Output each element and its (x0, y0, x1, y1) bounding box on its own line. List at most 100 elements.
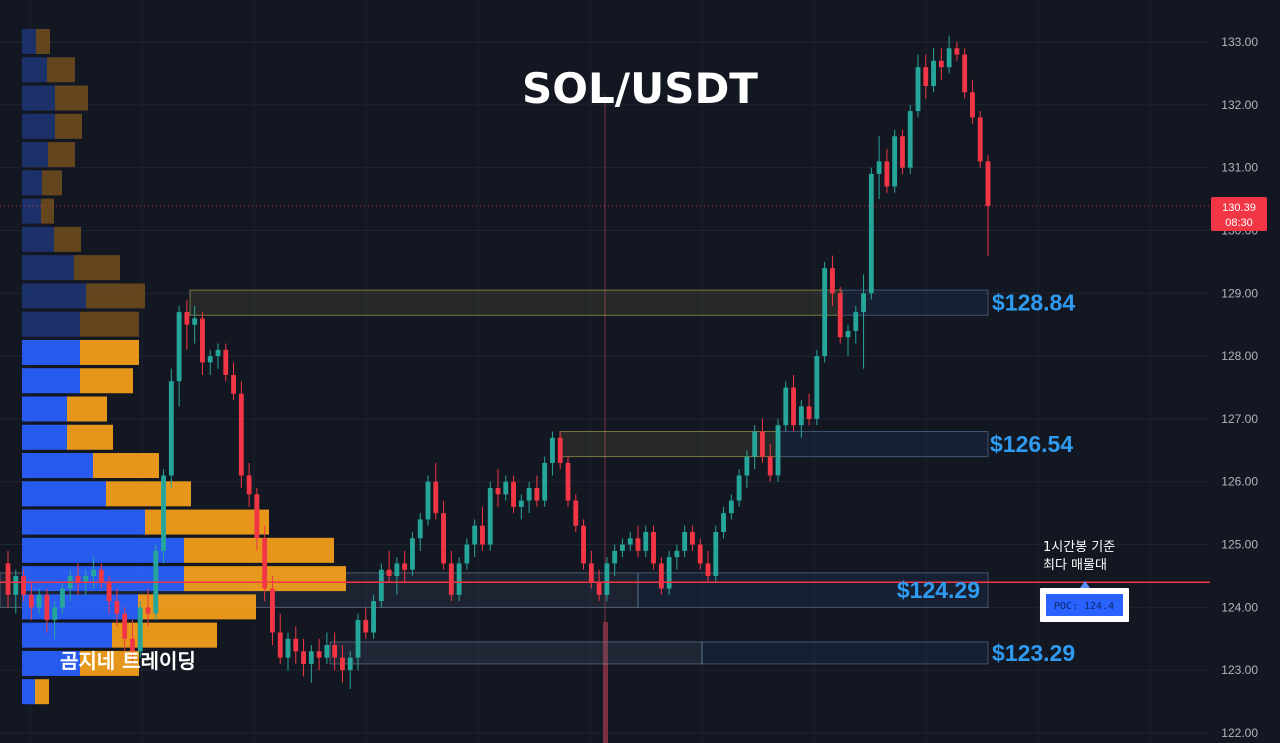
candle-body (822, 268, 828, 357)
candle-body (106, 582, 112, 602)
candle-body (417, 519, 423, 539)
candle-body (915, 67, 921, 112)
candle-body (977, 117, 983, 162)
volume-profile-sell-bar (41, 198, 54, 224)
price-axis-tick: 125.00 (1221, 538, 1258, 552)
candle-body (705, 563, 711, 576)
candle-body (308, 651, 314, 664)
candle-body (892, 136, 898, 187)
current-price-value: 130.39 (1222, 202, 1256, 214)
price-axis-tick: 127.00 (1221, 412, 1258, 426)
annotation-line-2: 최다 매물대 (1043, 558, 1107, 573)
candle-body (301, 651, 306, 664)
candle-body (75, 575, 81, 583)
candle-body (542, 462, 548, 501)
price-axis-tick: 133.00 (1221, 35, 1258, 49)
candle-body (596, 582, 602, 595)
candle-body (21, 575, 26, 595)
volume-profile-sell-bar (80, 650, 139, 676)
candle-body (324, 645, 330, 658)
candle-body (837, 293, 843, 338)
candle-body (448, 563, 454, 595)
level-label: $124.29 (897, 577, 980, 603)
candle-body (946, 48, 952, 68)
candle-body (760, 431, 765, 457)
candle-body (200, 318, 205, 363)
candle-body (472, 525, 478, 545)
level-label: $126.54 (990, 431, 1073, 457)
volume-profile-buy-bar (22, 198, 41, 224)
candle-body (853, 312, 859, 331)
volume-profile-sell-bar (47, 57, 75, 83)
volume-profile-sell-bar (54, 226, 81, 252)
volume-profile-buy-bar (22, 537, 184, 563)
candle-body (931, 60, 936, 86)
volume-profile-sell-bar (67, 424, 113, 450)
candle-body (635, 538, 641, 551)
candle-body (798, 406, 804, 426)
candle-body (806, 406, 812, 419)
volume-profile-sell-bar (55, 85, 88, 111)
level-zone-extension (779, 430, 989, 458)
volume-profile-buy-bar (22, 509, 145, 535)
candle-body (503, 481, 509, 495)
poc-badge-text: POC: 124.4 (1054, 601, 1114, 612)
candle-body (52, 607, 58, 620)
candle-body (612, 550, 618, 564)
volume-profile-buy-bar (22, 368, 80, 394)
candle-body (340, 657, 345, 671)
candle-body (91, 569, 96, 576)
price-axis-tick: 124.00 (1221, 600, 1258, 614)
volume-profile-buy-bar (22, 650, 80, 676)
candle-body (721, 513, 726, 532)
volume-profile-buy-bar (22, 622, 112, 648)
candle-body (332, 645, 338, 658)
candle-body (184, 312, 190, 325)
candle-body (588, 563, 594, 583)
candle-body (277, 632, 283, 658)
candle-body (44, 594, 50, 620)
candle-body (262, 538, 268, 589)
current-price-tag (1211, 196, 1267, 231)
candle-body (316, 651, 322, 658)
candle-body (254, 494, 260, 539)
volume-profile-sell-bar (106, 481, 191, 507)
volume-profile-sell-bar (74, 255, 120, 281)
volume-profile-buy-bar (22, 311, 80, 337)
candle-body (511, 481, 516, 507)
annotation-line-1: 1시간봉 기준 (1043, 540, 1115, 555)
candle-body (884, 161, 890, 187)
volume-profile-buy-bar (22, 339, 80, 365)
candle-body (736, 475, 742, 501)
crosshair-volume-bar (603, 622, 608, 743)
volume-profile-buy-bar (22, 679, 35, 705)
candle-body (651, 531, 656, 564)
candle-body (13, 575, 19, 595)
volume-profile-sell-bar (112, 622, 217, 648)
candle-body (534, 488, 540, 501)
candle-body (371, 601, 376, 633)
candle-body (573, 500, 579, 526)
candle-body (285, 638, 291, 658)
volume-profile-sell-bar (55, 113, 82, 139)
volume-profile-sell-bar (67, 396, 107, 422)
candle-body (192, 318, 198, 325)
candle-body (565, 462, 571, 501)
level-label: $123.29 (992, 640, 1075, 666)
candle-body (970, 92, 975, 118)
volume-profile-buy-bar (22, 170, 42, 196)
candle-body (122, 613, 128, 639)
volume-profile-buy-bar (22, 453, 93, 479)
annotation-pointer (1080, 581, 1090, 588)
candle-body (495, 488, 501, 495)
candle-body (386, 569, 392, 576)
volume-profile-sell-bar (36, 29, 50, 54)
volume-profile-buy-bar (22, 255, 74, 281)
volume-profile-buy-bar (22, 283, 86, 309)
candle-body (355, 619, 361, 658)
volume-profile-sell-bar (35, 679, 49, 705)
candle-body (456, 563, 462, 595)
candle-body (98, 569, 104, 583)
